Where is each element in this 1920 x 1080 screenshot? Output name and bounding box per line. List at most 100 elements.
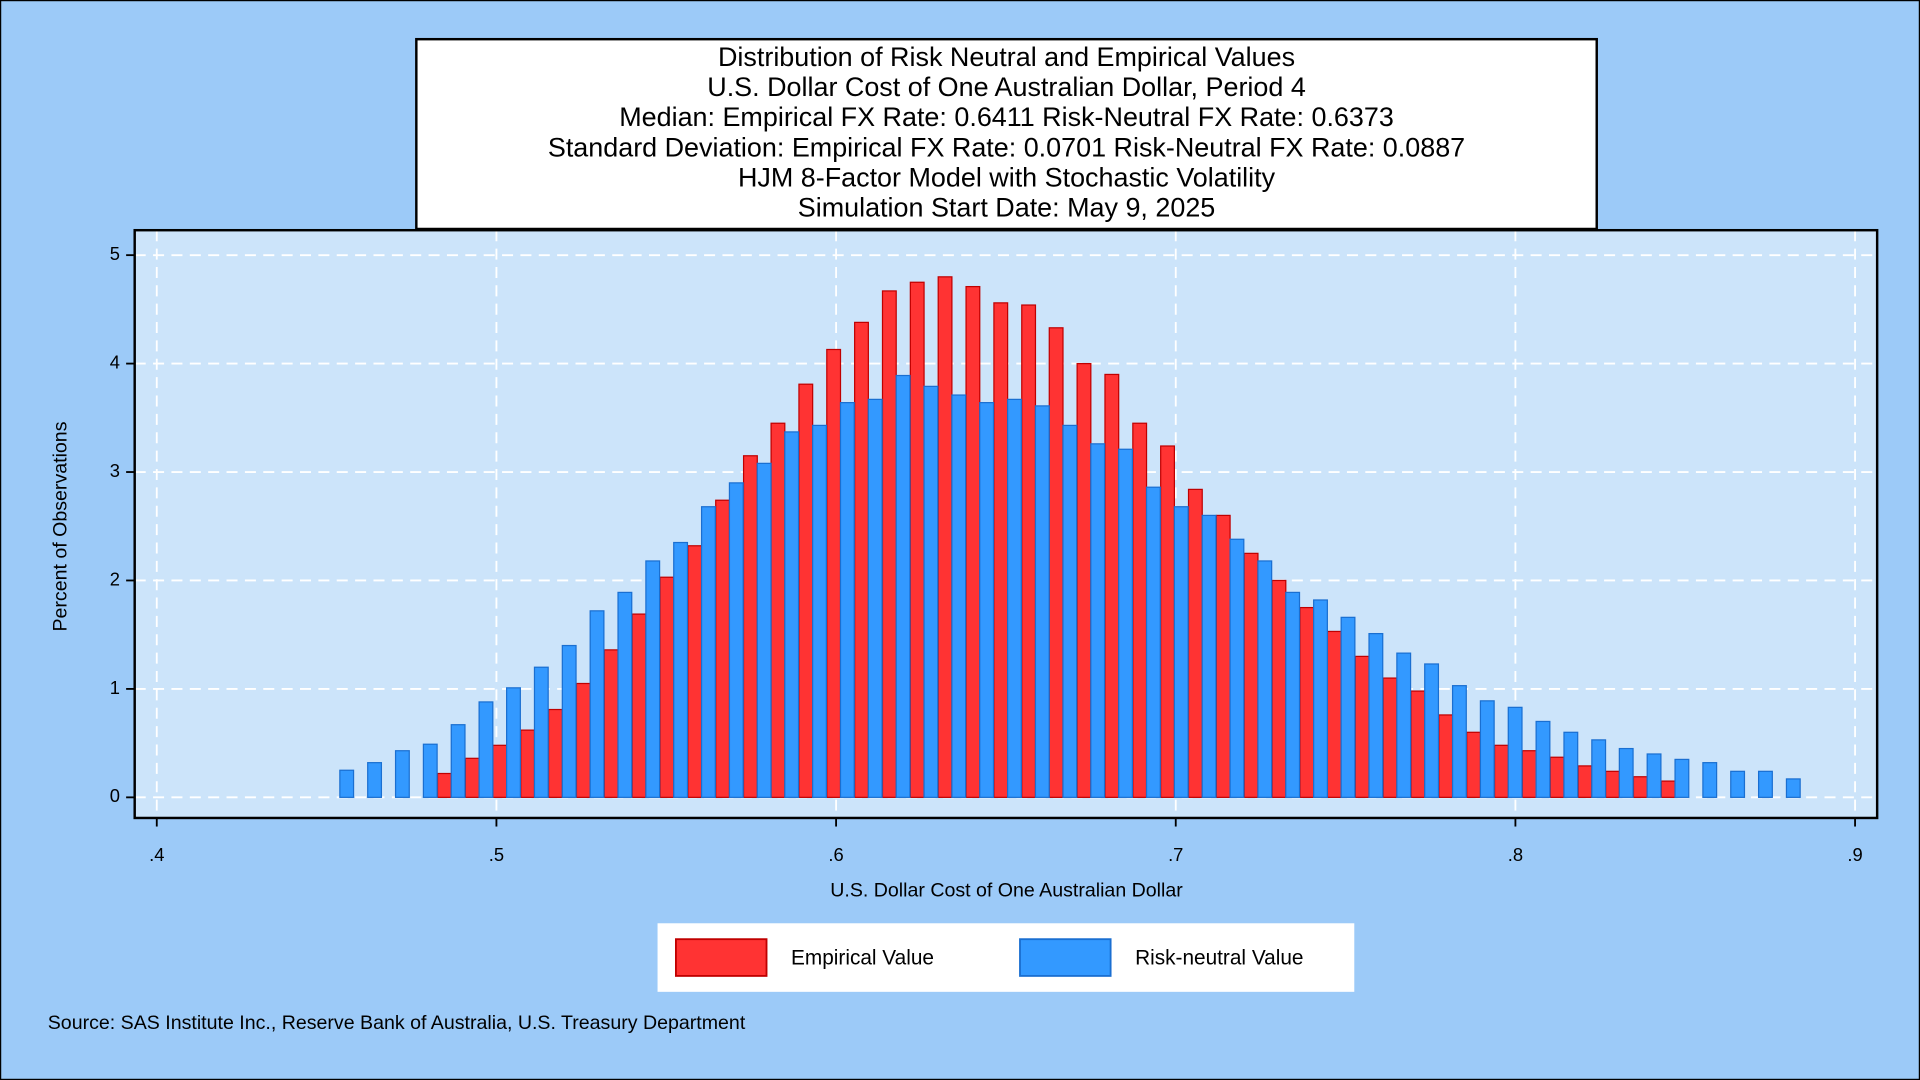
bar: [700, 506, 716, 798]
chart-title: Distribution of Risk Neutral and Empiric…: [718, 42, 1295, 72]
bar: [1034, 405, 1050, 798]
y-tick-label: 3: [110, 460, 120, 481]
bar: [1285, 591, 1301, 798]
bar: [506, 687, 521, 798]
bar: [1382, 677, 1398, 798]
bar: [464, 757, 480, 798]
bar: [867, 398, 883, 798]
bar: [839, 402, 855, 798]
bar: [1674, 758, 1690, 798]
bar: [770, 422, 786, 798]
bar: [645, 560, 661, 798]
bar: [826, 348, 842, 798]
bar: [617, 591, 633, 798]
bar: [1466, 731, 1482, 798]
bar: [1563, 731, 1579, 798]
title-box: [415, 37, 1598, 231]
bar: [659, 576, 675, 798]
bar: [367, 762, 383, 798]
bar: [1021, 304, 1037, 798]
bar: [339, 769, 355, 798]
bar: [951, 394, 967, 798]
bar: [1160, 445, 1176, 798]
bar: [1173, 506, 1189, 798]
chart-title: HJM 8-Factor Model with Stochastic Volat…: [738, 162, 1276, 192]
bar: [784, 431, 800, 798]
bar: [1118, 448, 1134, 798]
bar: [589, 610, 605, 798]
legend-label: Risk-neutral Value: [1135, 946, 1303, 969]
chart-title: Standard Deviation: Empirical FX Rate: 0…: [548, 132, 1465, 162]
bar: [979, 402, 995, 798]
bar: [1702, 762, 1718, 798]
x-tick-label: .5: [489, 844, 504, 865]
bar: [812, 424, 827, 798]
bar: [1591, 739, 1607, 798]
bar: [1424, 663, 1440, 798]
x-tick-label: .7: [1168, 844, 1183, 865]
x-tick-label: .4: [149, 844, 164, 865]
legend-swatch: [1019, 938, 1112, 977]
bar: [1549, 756, 1565, 798]
bar: [436, 772, 452, 798]
bar: [1243, 552, 1259, 798]
bar: [1535, 720, 1551, 798]
bar: [492, 744, 508, 798]
y-tick-label: 5: [110, 243, 120, 264]
bar: [895, 374, 911, 798]
bar: [1632, 776, 1648, 798]
bar: [673, 541, 689, 798]
bar: [937, 276, 953, 798]
legend-box: [657, 923, 1355, 992]
bar: [854, 321, 869, 798]
bar: [1229, 538, 1245, 798]
bar: [1299, 606, 1315, 798]
x-axis-label: U.S. Dollar Cost of One Australian Dolla…: [830, 880, 1183, 902]
bar: [715, 499, 731, 798]
plot-frame: [133, 228, 1879, 820]
bar: [1618, 747, 1634, 798]
bar: [520, 729, 536, 798]
bar: [1271, 579, 1287, 798]
bar: [1062, 424, 1078, 798]
bar: [1646, 753, 1662, 798]
bar: [1104, 373, 1120, 798]
bar: [422, 743, 438, 798]
bar: [1493, 744, 1509, 798]
bar: [631, 613, 647, 798]
bar: [1048, 327, 1064, 798]
bar: [547, 708, 563, 798]
x-tick-label: .9: [1847, 844, 1862, 865]
bar: [909, 281, 925, 798]
bar: [798, 383, 814, 798]
bar: [1354, 655, 1370, 798]
bar: [1730, 770, 1746, 798]
bar: [1410, 690, 1426, 798]
bar: [756, 462, 772, 798]
source-note: Source: SAS Institute Inc., Reserve Bank…: [48, 1012, 746, 1034]
bar: [1451, 685, 1467, 798]
bar: [575, 682, 591, 798]
bar: [561, 644, 577, 798]
bar: [1215, 514, 1231, 798]
bar: [728, 482, 744, 798]
bar: [1132, 422, 1148, 798]
bar: [1145, 486, 1161, 798]
bar: [1007, 398, 1022, 798]
bar: [1577, 765, 1593, 798]
chart-title: U.S. Dollar Cost of One Australian Dolla…: [707, 72, 1306, 102]
bar: [1660, 780, 1676, 798]
bar: [533, 666, 549, 798]
x-tick-label: .6: [828, 844, 843, 865]
x-tick-label: .8: [1508, 844, 1523, 865]
bar: [450, 724, 466, 798]
chart-title: Simulation Start Date: May 9, 2025: [798, 192, 1216, 222]
bar: [1605, 770, 1620, 798]
bar: [1479, 700, 1495, 798]
bar: [923, 385, 939, 798]
bar: [965, 285, 981, 798]
bar: [1521, 750, 1537, 798]
bar: [603, 649, 619, 798]
bar: [687, 545, 703, 798]
